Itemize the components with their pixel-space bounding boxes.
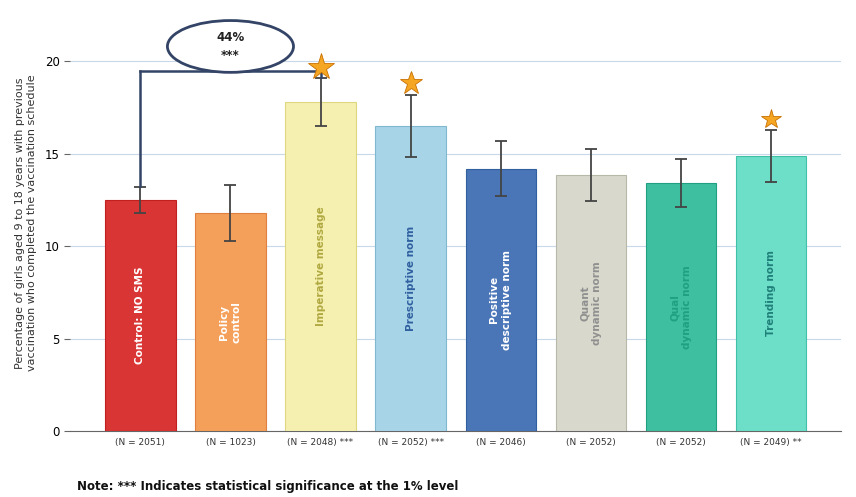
Bar [285,102,355,431]
Text: Control: NO SMS: Control: NO SMS [135,267,146,364]
Text: Positive
descriptive norm: Positive descriptive norm [490,250,512,350]
Text: Imperative message: Imperative message [316,207,325,327]
Text: Qual
dynamic norm: Qual dynamic norm [669,265,692,349]
Ellipse shape [168,20,294,73]
Bar [466,168,536,431]
Text: Trending norm: Trending norm [766,250,776,336]
Bar [645,183,716,431]
Text: Note: *** Indicates statistical significance at the 1% level: Note: *** Indicates statistical signific… [77,480,459,493]
Text: Prescriptive norm: Prescriptive norm [406,226,415,331]
Bar [376,126,446,431]
Y-axis label: Percentage of girls aged 9 to 18 years with previous
vaccination who completed t: Percentage of girls aged 9 to 18 years w… [15,75,37,371]
Bar [195,213,265,431]
Bar [735,156,806,431]
Text: Quant
dynamic norm: Quant dynamic norm [580,261,602,345]
Bar [556,175,626,431]
Text: 44%
***: 44% *** [217,31,245,62]
Bar [105,200,175,431]
Text: Policy
control: Policy control [219,301,241,343]
